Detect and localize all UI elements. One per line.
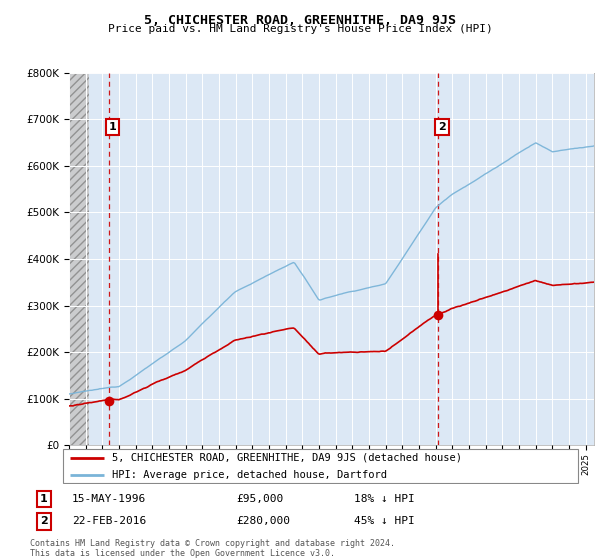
Text: HPI: Average price, detached house, Dartford: HPI: Average price, detached house, Dart… — [112, 470, 387, 479]
Text: 1: 1 — [109, 122, 116, 132]
Text: 1: 1 — [40, 493, 48, 503]
Text: 22-FEB-2016: 22-FEB-2016 — [72, 516, 146, 526]
FancyBboxPatch shape — [62, 450, 578, 483]
Text: £95,000: £95,000 — [236, 493, 284, 503]
Text: Contains HM Land Registry data © Crown copyright and database right 2024.
This d: Contains HM Land Registry data © Crown c… — [30, 539, 395, 558]
Bar — [69, 73, 89, 445]
Text: Price paid vs. HM Land Registry's House Price Index (HPI): Price paid vs. HM Land Registry's House … — [107, 24, 493, 34]
Text: 15-MAY-1996: 15-MAY-1996 — [72, 493, 146, 503]
Text: 2: 2 — [438, 122, 446, 132]
Text: 2: 2 — [40, 516, 48, 526]
Text: 18% ↓ HPI: 18% ↓ HPI — [353, 493, 415, 503]
Text: 5, CHICHESTER ROAD, GREENHITHE, DA9 9JS: 5, CHICHESTER ROAD, GREENHITHE, DA9 9JS — [144, 14, 456, 27]
Text: 5, CHICHESTER ROAD, GREENHITHE, DA9 9JS (detached house): 5, CHICHESTER ROAD, GREENHITHE, DA9 9JS … — [112, 453, 462, 463]
Text: £280,000: £280,000 — [236, 516, 290, 526]
Text: 45% ↓ HPI: 45% ↓ HPI — [353, 516, 415, 526]
